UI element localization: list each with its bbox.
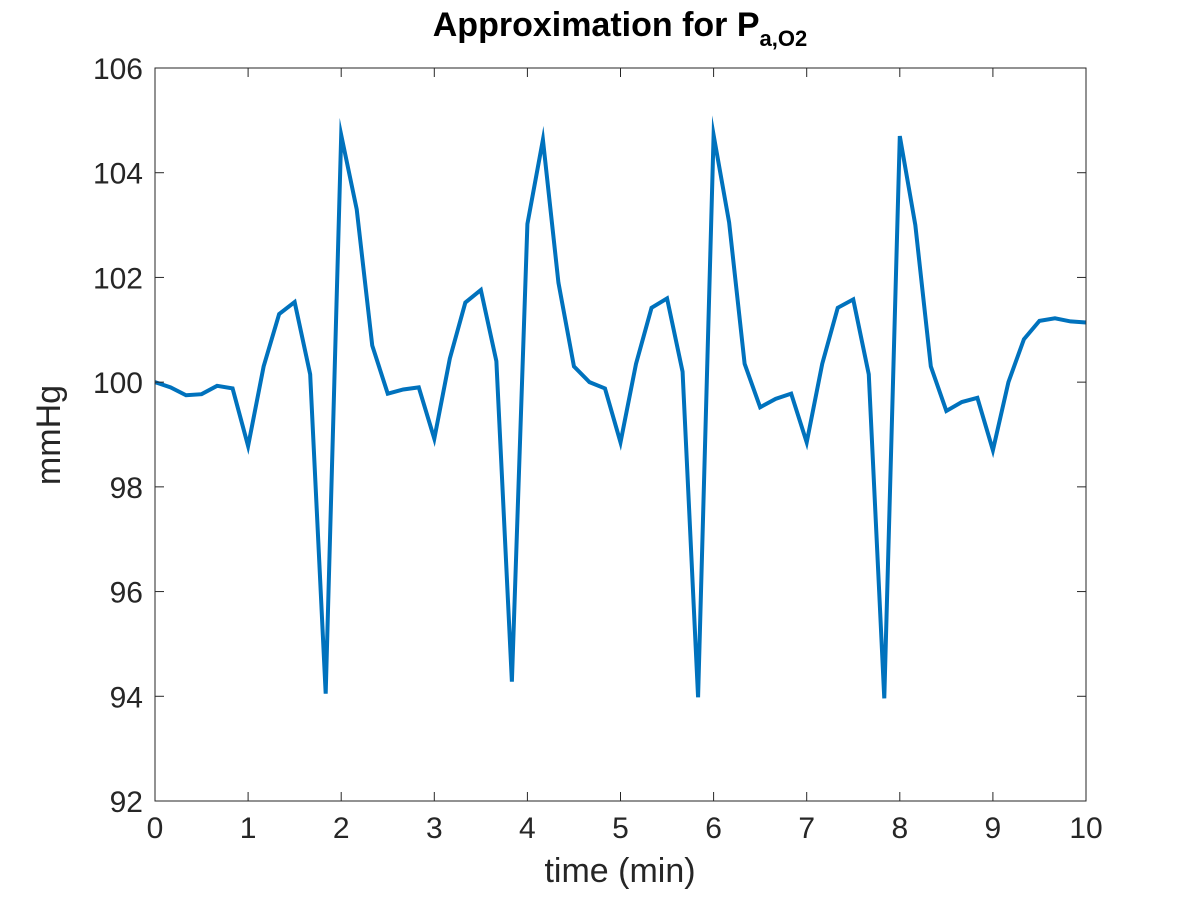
chart-title-main: Approximation for P (433, 6, 760, 44)
y-tick-label: 96 (110, 577, 143, 610)
chart-title-subscript: a,O2 (760, 26, 808, 51)
x-tick-label: 9 (985, 812, 1002, 845)
x-tick-label: 7 (798, 812, 815, 845)
x-tick-label: 6 (705, 812, 722, 845)
y-tick-label: 104 (93, 158, 143, 191)
y-tick-label: 106 (93, 53, 143, 86)
x-tick-label: 5 (612, 812, 629, 845)
axes-box (154, 67, 1087, 802)
x-tick-label: 3 (426, 812, 443, 845)
y-tick-label: 94 (110, 681, 143, 714)
x-tick-label: 8 (891, 812, 908, 845)
x-axis-label: time (min) (544, 852, 695, 890)
series-layer (154, 115, 1087, 699)
y-tick-label: 92 (110, 786, 143, 819)
series-line-0 (154, 115, 1087, 699)
y-axis-label: mmHg (30, 385, 68, 485)
x-tick-label: 4 (519, 812, 536, 845)
y-tick-label: 100 (93, 367, 143, 400)
tick-labels: 0 1 2 3 4 5 6 7 8 9 10 92 94 96 98 100 102 104 106 (93, 53, 1103, 845)
x-tick-label: 1 (240, 812, 257, 845)
x-tick-label: 2 (333, 812, 350, 845)
x-tick-label: 10 (1069, 812, 1102, 845)
chart-title: Approximation for Pa,O2 (433, 6, 808, 51)
x-tick-label: 0 (147, 812, 164, 845)
y-tick-label: 98 (110, 472, 143, 505)
y-tick-label: 102 (93, 262, 143, 295)
